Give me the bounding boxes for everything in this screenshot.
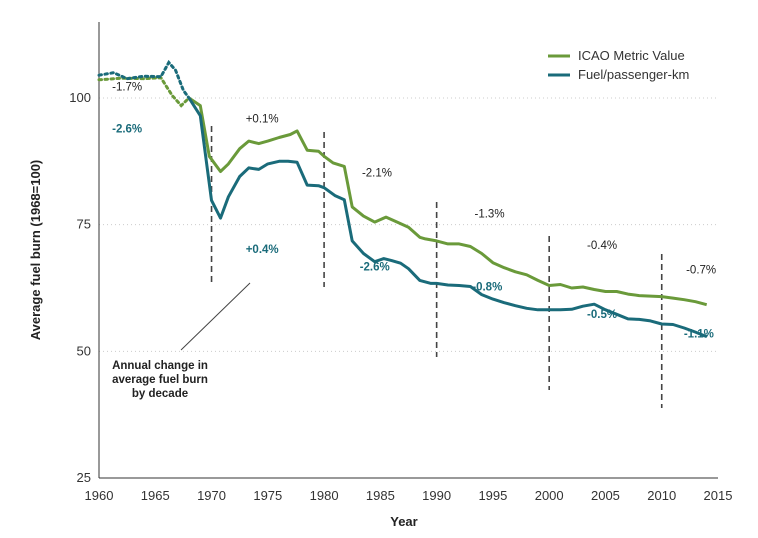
x-tick-1990: 1990	[422, 488, 451, 503]
label-1970s-icao: +0.1%	[246, 113, 279, 125]
x-tick-2010: 2010	[647, 488, 676, 503]
x-tick-1975: 1975	[253, 488, 282, 503]
callout-leader	[180, 282, 251, 351]
label-1960s-fuel: -2.6%	[112, 123, 142, 135]
x-tick-1965: 1965	[141, 488, 170, 503]
label-1980s-icao: -2.1%	[362, 168, 392, 180]
series-icao-line	[188, 96, 708, 307]
label-2000s-icao: -0.4%	[587, 240, 617, 252]
label-1970s-fuel: +0.4%	[246, 244, 279, 256]
y-axis-title: Average fuel burn (1968=100)	[28, 160, 43, 341]
x-tick-1985: 1985	[366, 488, 395, 503]
x-tick-2015: 2015	[704, 488, 733, 503]
y-tick-25: 25	[77, 470, 91, 485]
y-tick-100: 100	[69, 90, 91, 105]
gridlines	[99, 97, 718, 352]
callout-line-1: Annual change in	[112, 360, 208, 372]
x-tick-labels: 1960 1965 1970 1975 1980 1985 1990 1995 2000 2005…	[85, 488, 733, 503]
label-2010s-icao: -0.7%	[686, 264, 716, 276]
label-1980s-fuel: -2.6%	[360, 261, 390, 273]
label-1990s-fuel: -0.8%	[472, 282, 502, 294]
decade-dividers	[210, 126, 663, 408]
legend-label-fuel: Fuel/passenger-km	[578, 67, 689, 82]
series-fuel-line	[187, 97, 708, 338]
x-tick-1980: 1980	[310, 488, 339, 503]
x-tick-1970: 1970	[197, 488, 226, 503]
x-tick-1960: 1960	[85, 488, 114, 503]
decade-annotations: -1.7% -2.6% +0.1% +0.4% -2.1% -2.6% -1.3% -0.8%…	[112, 81, 716, 340]
label-2000s-fuel: -0.5%	[587, 309, 617, 321]
y-tick-labels: 25 50 75 100	[69, 90, 91, 485]
callout-line-3: by decade	[132, 388, 188, 400]
x-tick-1995: 1995	[478, 488, 507, 503]
y-tick-75: 75	[77, 217, 91, 232]
label-1990s-icao: -1.3%	[475, 209, 505, 221]
legend: ICAO Metric Value Fuel/passenger-km	[548, 48, 689, 82]
callout-line-2: average fuel burn	[112, 374, 208, 386]
series-lines	[97, 59, 708, 338]
x-tick-2000: 2000	[535, 488, 564, 503]
legend-label-icao: ICAO Metric Value	[578, 48, 685, 63]
label-2010s-fuel: -1.1%	[684, 329, 714, 341]
label-1960s-icao: -1.7%	[112, 81, 142, 93]
y-tick-50: 50	[77, 343, 91, 358]
callout: Annual change in average fuel burn by de…	[112, 282, 251, 400]
x-axis-title: Year	[390, 514, 417, 529]
series-fuel-dotted	[97, 59, 191, 100]
x-tick-2005: 2005	[591, 488, 620, 503]
